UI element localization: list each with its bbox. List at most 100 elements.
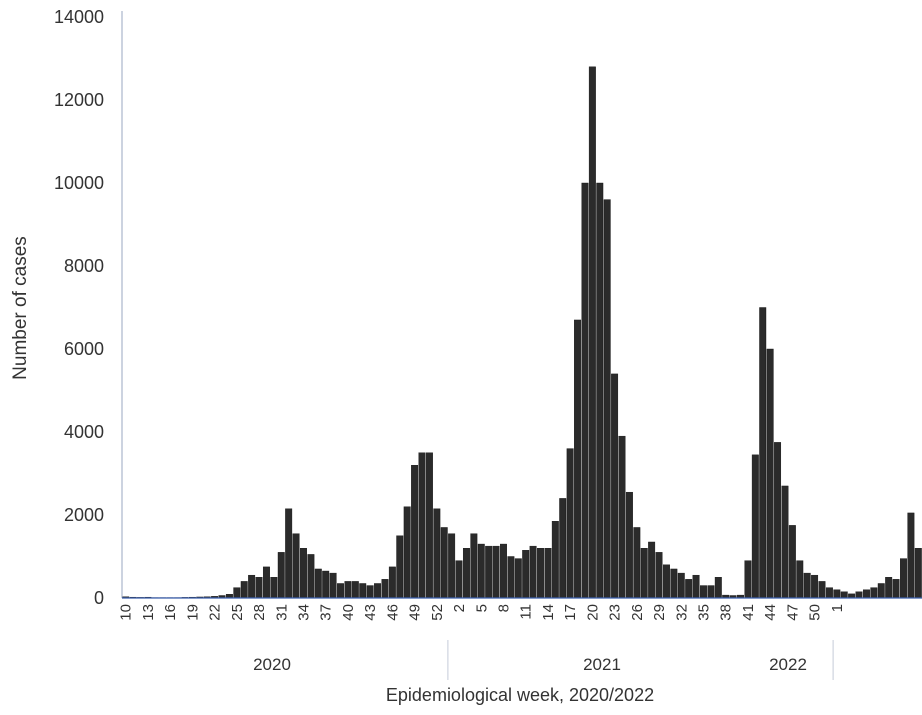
bar-week-17 xyxy=(241,581,248,598)
bar-week-64 xyxy=(589,67,596,598)
bar-week-25 xyxy=(300,548,307,598)
bar-week-30 xyxy=(337,583,344,598)
bar-week-71 xyxy=(641,548,648,598)
bar-week-31 xyxy=(345,581,352,598)
x-tick-label-37: 37 xyxy=(318,604,335,621)
x-tick-label-20: 20 xyxy=(584,604,601,621)
bar-week-73 xyxy=(656,552,663,598)
bar-week-47 xyxy=(463,548,470,598)
bar-week-78 xyxy=(693,575,700,598)
bar-week-42 xyxy=(426,453,433,598)
bar-week-69 xyxy=(626,492,633,598)
bar-week-75 xyxy=(671,569,678,598)
x-tick-label-50: 50 xyxy=(807,604,824,621)
bar-week-66 xyxy=(604,200,611,598)
bar-week-41 xyxy=(419,453,426,598)
bar-week-80 xyxy=(708,586,715,598)
x-tick-label-14: 14 xyxy=(540,604,557,621)
x-tick-label-38: 38 xyxy=(718,604,735,621)
x-tick-label-17: 17 xyxy=(562,604,579,621)
x-tick-label-31: 31 xyxy=(273,604,290,621)
x-tick-label-44: 44 xyxy=(762,604,779,621)
bar-week-85 xyxy=(745,561,752,598)
x-tick-label-16: 16 xyxy=(162,604,179,621)
bar-week-56 xyxy=(530,546,537,598)
bar-week-65 xyxy=(597,183,604,598)
x-tick-label-52: 52 xyxy=(429,604,446,621)
x-tick-label-25: 25 xyxy=(229,604,246,621)
bar-week-60 xyxy=(559,498,566,598)
bar-week-39 xyxy=(404,507,411,598)
bar-week-40 xyxy=(411,465,418,598)
y-tick-label-6000: 6000 xyxy=(64,339,104,359)
bar-week-88 xyxy=(767,349,774,598)
bar-week-52 xyxy=(500,544,507,598)
bar-week-58 xyxy=(545,548,552,598)
bar-week-74 xyxy=(663,565,670,598)
bar-week-61 xyxy=(567,449,574,598)
bar-week-67 xyxy=(611,374,618,598)
x-tick-label-35: 35 xyxy=(696,604,713,621)
bar-week-100 xyxy=(856,592,863,598)
bar-week-101 xyxy=(863,590,870,598)
bar-week-72 xyxy=(648,542,655,598)
bar-week-68 xyxy=(619,436,626,598)
bar-week-77 xyxy=(685,579,692,598)
bar-week-48 xyxy=(471,534,478,598)
bar-week-54 xyxy=(515,559,522,598)
bar-week-81 xyxy=(715,577,722,598)
x-tick-label-47: 47 xyxy=(784,604,801,621)
bar-week-19 xyxy=(256,577,263,598)
bar-week-37 xyxy=(389,567,396,598)
bar-week-76 xyxy=(678,573,685,598)
x-tick-label-8: 8 xyxy=(496,604,513,612)
bar-week-105 xyxy=(893,579,900,598)
x-tick-label-41: 41 xyxy=(740,604,757,621)
bar-week-36 xyxy=(382,579,389,598)
bar-week-57 xyxy=(537,548,544,598)
x-tick-label-28: 28 xyxy=(251,604,268,621)
bar-week-107 xyxy=(908,513,915,598)
bar-week-33 xyxy=(359,583,366,598)
x-tick-label-11: 11 xyxy=(518,604,535,620)
bar-week-27 xyxy=(315,569,322,598)
y-tick-label-2000: 2000 xyxy=(64,505,104,525)
bar-week-21 xyxy=(271,577,278,598)
x-tick-label-34: 34 xyxy=(296,604,313,621)
bar-week-104 xyxy=(885,577,892,598)
y-tick-label-12000: 12000 xyxy=(54,90,104,110)
bar-week-20 xyxy=(263,567,270,598)
x-tick-label-13: 13 xyxy=(140,604,157,621)
x-tick-label-10: 10 xyxy=(118,604,135,621)
x-tick-label-26: 26 xyxy=(629,604,646,621)
bar-week-50 xyxy=(485,546,492,598)
y-tick-label-10000: 10000 xyxy=(54,173,104,193)
bar-week-89 xyxy=(774,442,781,598)
bar-week-26 xyxy=(308,554,315,598)
y-tick-label-0: 0 xyxy=(94,588,104,608)
bar-week-93 xyxy=(804,573,811,598)
bar-week-55 xyxy=(522,550,529,598)
bar-week-90 xyxy=(782,486,789,598)
bar-week-49 xyxy=(478,544,485,598)
bar-week-70 xyxy=(634,527,641,598)
y-tick-label-8000: 8000 xyxy=(64,256,104,276)
bar-week-59 xyxy=(552,521,559,598)
x-tick-label-29: 29 xyxy=(651,604,668,621)
bar-week-46 xyxy=(456,561,463,598)
x-tick-label-19: 19 xyxy=(184,604,201,621)
bar-week-16 xyxy=(234,588,241,598)
bar-week-86 xyxy=(752,455,759,598)
bar-week-103 xyxy=(878,583,885,598)
bars-layer xyxy=(122,67,921,598)
bar-week-32 xyxy=(352,581,359,598)
bar-week-23 xyxy=(285,509,292,598)
year-label-2020: 2020 xyxy=(253,655,291,674)
x-tick-label-5: 5 xyxy=(473,604,490,612)
bar-week-92 xyxy=(797,561,804,598)
x-tick-label-49: 49 xyxy=(407,604,424,621)
x-tick-label-1: 1 xyxy=(829,604,846,612)
x-tick-label-22: 22 xyxy=(207,604,224,621)
